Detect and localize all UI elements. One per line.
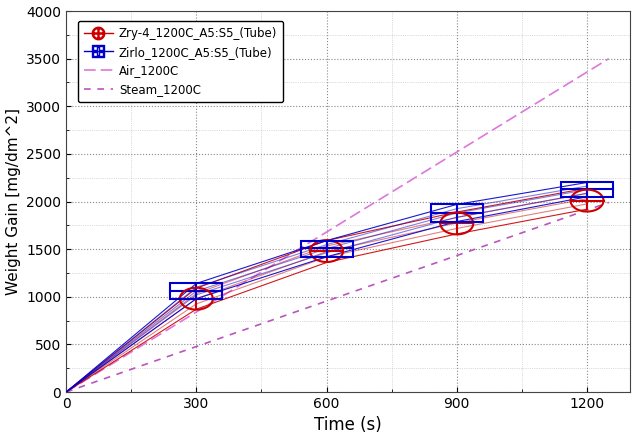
- Bar: [561, 183, 613, 197]
- Bar: [431, 205, 483, 222]
- Y-axis label: Weight Gain [mg/dm^2]: Weight Gain [mg/dm^2]: [6, 108, 20, 295]
- Bar: [301, 241, 352, 257]
- Legend: Zry-4_1200C_A5:S5_(Tube), Zirlo_1200C_A5:S5_(Tube), Air_1200C, Steam_1200C: Zry-4_1200C_A5:S5_(Tube), Zirlo_1200C_A5…: [78, 21, 283, 102]
- Bar: [170, 283, 223, 299]
- X-axis label: Time (s): Time (s): [314, 416, 382, 434]
